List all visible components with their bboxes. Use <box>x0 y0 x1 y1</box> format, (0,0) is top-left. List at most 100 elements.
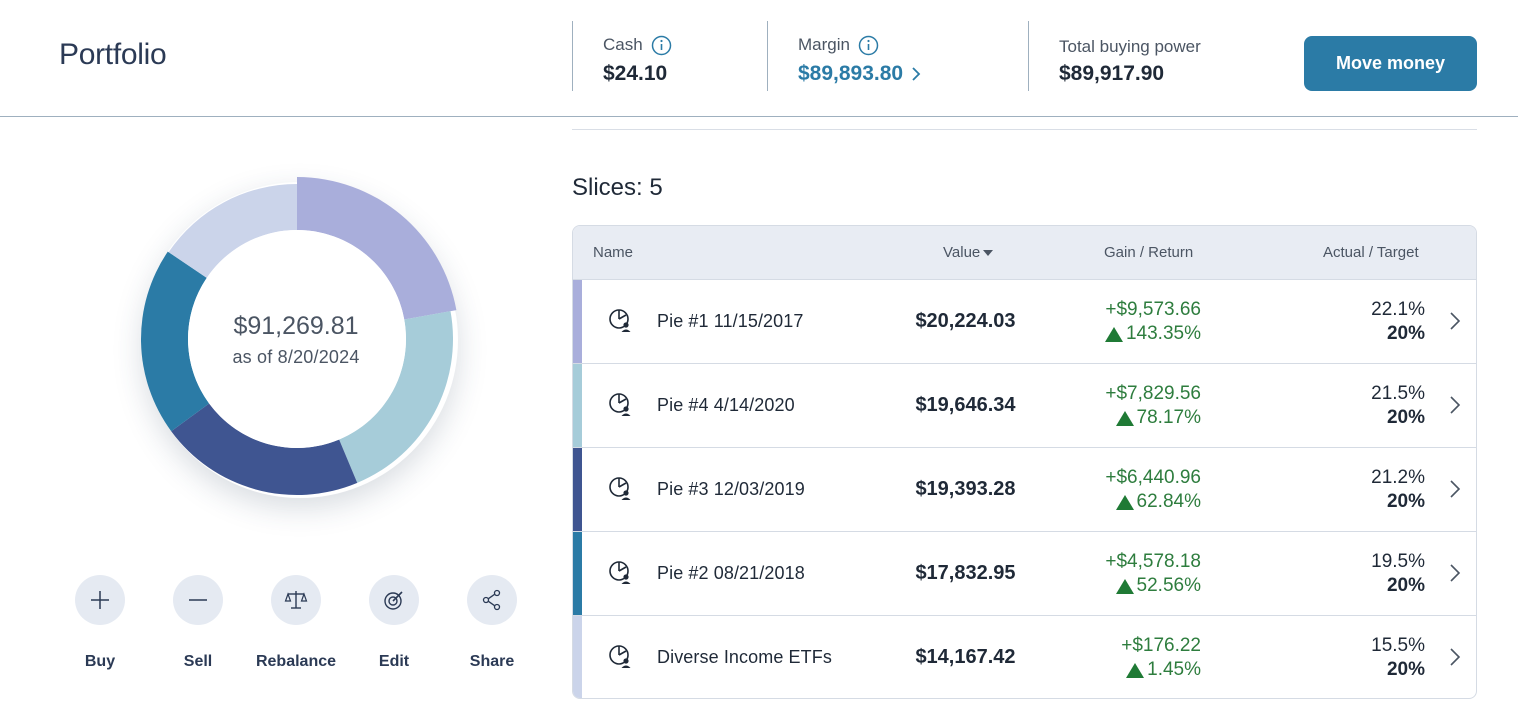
up-arrow-icon <box>1104 326 1123 342</box>
chevron-right-icon[interactable] <box>1448 646 1462 668</box>
move-money-button[interactable]: Move money <box>1304 36 1477 91</box>
gain-amount: +$6,440.96 <box>1105 467 1201 488</box>
target-percent: 20% <box>1386 575 1425 596</box>
divider <box>572 21 573 91</box>
slice-gain: +$7,829.56 78.17% <box>1105 382 1201 433</box>
cash-label: Cash <box>603 35 643 54</box>
sell-label: Sell <box>183 653 213 670</box>
rebalance-action[interactable]: Rebalance <box>251 575 341 671</box>
gain-amount: +$7,829.56 <box>1105 383 1201 404</box>
slice-color-bar <box>573 280 582 363</box>
column-gain[interactable]: Gain / Return <box>1104 244 1194 261</box>
buy-button[interactable] <box>75 575 125 625</box>
slice-gain: +$6,440.96 62.84% <box>1105 466 1201 517</box>
rebalance-button[interactable] <box>271 575 321 625</box>
info-icon[interactable] <box>651 35 672 56</box>
chevron-right-icon[interactable] <box>1448 310 1462 332</box>
margin-value[interactable]: $89,893.80 <box>798 62 904 85</box>
table-row[interactable]: Diverse Income ETFs $14,167.42 +$176.22 … <box>573 616 1476 698</box>
slices-table: Name Value Gain / Return Actual / Target… <box>572 225 1477 699</box>
up-arrow-icon <box>1115 410 1134 426</box>
minus-icon <box>189 599 207 601</box>
gain-amount: +$4,578.18 <box>1105 551 1201 572</box>
page-title: Portfolio <box>59 38 167 71</box>
slice-value: $20,224.03 <box>915 310 1016 332</box>
slice-name: Pie #1 11/15/2017 <box>657 311 804 331</box>
slices-title: Slices: 5 <box>572 174 663 201</box>
margin-link[interactable]: $89,893.80 <box>798 62 921 86</box>
chevron-right-icon[interactable] <box>1448 478 1462 500</box>
scale-icon <box>284 591 308 609</box>
donut-segment[interactable] <box>171 403 358 495</box>
slice-allocation: 21.2% 20% <box>1371 466 1425 514</box>
cash-value: $24.10 <box>603 62 668 85</box>
slice-name: Pie #2 08/21/2018 <box>657 563 805 583</box>
slice-value: $17,832.95 <box>915 562 1016 584</box>
buy-action[interactable]: Buy <box>55 575 145 671</box>
return-percent: 52.56% <box>1136 575 1201 596</box>
portfolio-total: $91,269.81 <box>233 312 359 340</box>
sell-button[interactable] <box>173 575 223 625</box>
actual-percent: 19.5% <box>1371 551 1425 572</box>
plus-icon <box>91 591 109 609</box>
sort-down-icon <box>983 249 994 256</box>
column-value[interactable]: Value <box>943 244 981 261</box>
buy-label: Buy <box>84 653 116 670</box>
pie-slice-icon <box>609 309 631 332</box>
gain-amount: +$9,573.66 <box>1105 299 1201 320</box>
return-percent: 62.84% <box>1136 491 1201 512</box>
share-button[interactable] <box>467 575 517 625</box>
column-name[interactable]: Name <box>593 244 634 261</box>
info-icon[interactable] <box>858 35 879 56</box>
pie-slice-icon <box>609 477 631 500</box>
buying-power-label: Total buying power <box>1059 37 1201 56</box>
share-icon <box>482 589 501 611</box>
as-of-date: as of 8/20/2024 <box>232 347 360 367</box>
donut-segment[interactable] <box>297 177 457 320</box>
margin-stat: Margin $89,893.80 <box>798 34 921 86</box>
edit-action[interactable]: Edit <box>349 575 439 671</box>
actual-percent: 15.5% <box>1371 635 1425 656</box>
donut-segment[interactable] <box>339 311 453 483</box>
slice-name: Pie #4 4/14/2020 <box>657 395 795 415</box>
actual-percent: 21.5% <box>1371 383 1425 404</box>
table-row[interactable]: Pie #1 11/15/2017 $20,224.03 +$9,573.66 … <box>573 280 1476 364</box>
actual-percent: 21.2% <box>1371 467 1425 488</box>
slice-allocation: 21.5% 20% <box>1371 382 1425 430</box>
actual-percent: 22.1% <box>1371 299 1425 320</box>
up-arrow-icon <box>1115 494 1134 510</box>
rebalance-label: Rebalance <box>255 653 337 670</box>
target-percent: 20% <box>1386 491 1425 512</box>
slice-gain: +$4,578.18 52.56% <box>1105 550 1201 601</box>
slice-value: $19,393.28 <box>915 478 1016 500</box>
slice-color-bar <box>573 532 582 615</box>
table-header: Name Value Gain / Return Actual / Target <box>573 226 1476 280</box>
chevron-right-icon[interactable] <box>1448 394 1462 416</box>
pie-slice-icon <box>609 645 631 668</box>
pie-slice-icon <box>609 393 631 416</box>
share-action[interactable]: Share <box>447 575 537 671</box>
return-percent: 143.35% <box>1125 323 1201 344</box>
table-row[interactable]: Pie #2 08/21/2018 $17,832.95 +$4,578.18 … <box>573 532 1476 616</box>
donut-segment[interactable] <box>168 184 297 278</box>
table-row[interactable]: Pie #4 4/14/2020 $19,646.34 +$7,829.56 7… <box>573 364 1476 448</box>
column-value-sort[interactable]: Value <box>943 244 994 261</box>
slice-color-bar <box>573 364 582 447</box>
allocation-donut: $91,269.81 as of 8/20/2024 <box>120 160 480 520</box>
table-row[interactable]: Pie #3 12/03/2019 $19,393.28 +$6,440.96 … <box>573 448 1476 532</box>
chevron-right-icon <box>912 67 921 81</box>
chevron-right-icon[interactable] <box>1448 562 1462 584</box>
edit-label: Edit <box>378 653 410 670</box>
pie-slice-icon <box>609 561 631 584</box>
edit-button[interactable] <box>369 575 419 625</box>
donut-segment[interactable] <box>141 251 210 432</box>
buying-power-stat: Total buying power $89,917.90 <box>1059 34 1201 86</box>
divider <box>572 129 1477 130</box>
up-arrow-icon <box>1126 662 1145 678</box>
column-actual[interactable]: Actual / Target <box>1323 244 1419 261</box>
return-percent: 78.17% <box>1136 407 1201 428</box>
share-label: Share <box>469 653 515 670</box>
sell-action[interactable]: Sell <box>153 575 243 671</box>
slice-allocation: 15.5% 20% <box>1371 634 1425 682</box>
target-percent: 20% <box>1386 323 1425 344</box>
